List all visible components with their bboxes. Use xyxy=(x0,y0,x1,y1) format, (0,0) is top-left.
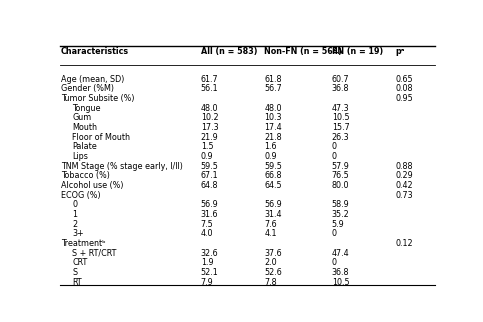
Text: 32.6: 32.6 xyxy=(201,249,218,258)
Text: 21.9: 21.9 xyxy=(201,133,218,142)
Text: 56.9: 56.9 xyxy=(264,200,282,209)
Text: 48.0: 48.0 xyxy=(201,104,218,113)
Text: 0.42: 0.42 xyxy=(396,181,413,190)
Text: 5.9: 5.9 xyxy=(332,220,344,229)
Text: 10.5: 10.5 xyxy=(332,113,349,122)
Text: 0.08: 0.08 xyxy=(396,84,413,93)
Text: 64.8: 64.8 xyxy=(201,181,218,190)
Text: 1.6: 1.6 xyxy=(264,142,277,151)
Text: 52.6: 52.6 xyxy=(264,268,282,277)
Text: 31.4: 31.4 xyxy=(264,210,282,219)
Text: 37.6: 37.6 xyxy=(264,249,282,258)
Text: S + RT/CRT: S + RT/CRT xyxy=(72,249,117,258)
Text: 0.29: 0.29 xyxy=(396,171,413,180)
Text: Floor of Mouth: Floor of Mouth xyxy=(72,133,130,142)
Text: 21.8: 21.8 xyxy=(264,133,282,142)
Text: 61.8: 61.8 xyxy=(264,75,282,84)
Text: 26.3: 26.3 xyxy=(332,133,349,142)
Text: Characteristics: Characteristics xyxy=(61,47,129,56)
Text: 0: 0 xyxy=(332,229,337,238)
Text: 56.7: 56.7 xyxy=(264,84,282,93)
Text: 48.0: 48.0 xyxy=(264,104,282,113)
Text: Alcohol use (%): Alcohol use (%) xyxy=(61,181,124,190)
Text: 2.0: 2.0 xyxy=(264,258,277,267)
Text: 1.5: 1.5 xyxy=(201,142,213,151)
Text: S: S xyxy=(72,268,77,277)
Text: 0: 0 xyxy=(332,258,337,267)
Text: All (n = 583): All (n = 583) xyxy=(201,47,257,56)
Text: Tobacco (%): Tobacco (%) xyxy=(61,171,110,180)
Text: 31.6: 31.6 xyxy=(201,210,218,219)
Text: RT: RT xyxy=(72,278,82,287)
Text: Lips: Lips xyxy=(72,152,88,161)
Text: CRT: CRT xyxy=(72,258,87,267)
Text: 7.5: 7.5 xyxy=(201,220,213,229)
Text: Palate: Palate xyxy=(72,142,97,151)
Text: 0: 0 xyxy=(332,152,337,161)
Text: 17.3: 17.3 xyxy=(201,123,218,132)
Text: ECOG (%): ECOG (%) xyxy=(61,191,101,200)
Text: 76.5: 76.5 xyxy=(332,171,350,180)
Text: 36.8: 36.8 xyxy=(332,268,349,277)
Text: 61.7: 61.7 xyxy=(201,75,218,84)
Text: 47.3: 47.3 xyxy=(332,104,349,113)
Text: 67.1: 67.1 xyxy=(201,171,218,180)
Text: 57.9: 57.9 xyxy=(332,162,350,171)
Text: 0.12: 0.12 xyxy=(396,239,413,248)
Text: 7.6: 7.6 xyxy=(264,220,277,229)
Text: 7.8: 7.8 xyxy=(264,278,277,287)
Text: 56.9: 56.9 xyxy=(201,200,218,209)
Text: 0.88: 0.88 xyxy=(396,162,413,171)
Text: 10.2: 10.2 xyxy=(201,113,218,122)
Text: 0.9: 0.9 xyxy=(264,152,277,161)
Text: 0: 0 xyxy=(72,200,77,209)
Text: TNM Stage (% stage early, I/II): TNM Stage (% stage early, I/II) xyxy=(61,162,183,171)
Text: 3+: 3+ xyxy=(72,229,84,238)
Text: Tongue: Tongue xyxy=(72,104,101,113)
Text: 47.4: 47.4 xyxy=(332,249,349,258)
Text: Mouth: Mouth xyxy=(72,123,98,132)
Text: Gender (%M): Gender (%M) xyxy=(61,84,114,93)
Text: 2: 2 xyxy=(72,220,77,229)
Text: 10.5: 10.5 xyxy=(332,278,349,287)
Text: 0.65: 0.65 xyxy=(396,75,413,84)
Text: 0.95: 0.95 xyxy=(396,94,413,103)
Text: 80.0: 80.0 xyxy=(332,181,349,190)
Text: 1: 1 xyxy=(72,210,77,219)
Text: Gum: Gum xyxy=(72,113,92,122)
Text: 59.5: 59.5 xyxy=(264,162,282,171)
Text: 35.2: 35.2 xyxy=(332,210,350,219)
Text: Age (mean, SD): Age (mean, SD) xyxy=(61,75,125,84)
Text: 52.1: 52.1 xyxy=(201,268,218,277)
Text: 0: 0 xyxy=(332,142,337,151)
Text: 4.1: 4.1 xyxy=(264,229,277,238)
Text: 64.5: 64.5 xyxy=(264,181,282,190)
Text: 17.4: 17.4 xyxy=(264,123,282,132)
Text: 1.9: 1.9 xyxy=(201,258,213,267)
Text: 15.7: 15.7 xyxy=(332,123,350,132)
Text: Treatmentᵇ: Treatmentᵇ xyxy=(61,239,106,248)
Text: 0.9: 0.9 xyxy=(201,152,213,161)
Text: 7.9: 7.9 xyxy=(201,278,213,287)
Text: Non-FN (n = 564): Non-FN (n = 564) xyxy=(264,47,342,56)
Text: pᵃ: pᵃ xyxy=(396,47,405,56)
Text: 56.1: 56.1 xyxy=(201,84,218,93)
Text: 58.9: 58.9 xyxy=(332,200,350,209)
Text: 4.0: 4.0 xyxy=(201,229,213,238)
Text: 66.8: 66.8 xyxy=(264,171,282,180)
Text: 36.8: 36.8 xyxy=(332,84,349,93)
Text: FN (n = 19): FN (n = 19) xyxy=(332,47,383,56)
Text: Tumor Subsite (%): Tumor Subsite (%) xyxy=(61,94,135,103)
Text: 59.5: 59.5 xyxy=(201,162,219,171)
Text: 10.3: 10.3 xyxy=(264,113,282,122)
Text: 0.73: 0.73 xyxy=(396,191,413,200)
Text: 60.7: 60.7 xyxy=(332,75,349,84)
